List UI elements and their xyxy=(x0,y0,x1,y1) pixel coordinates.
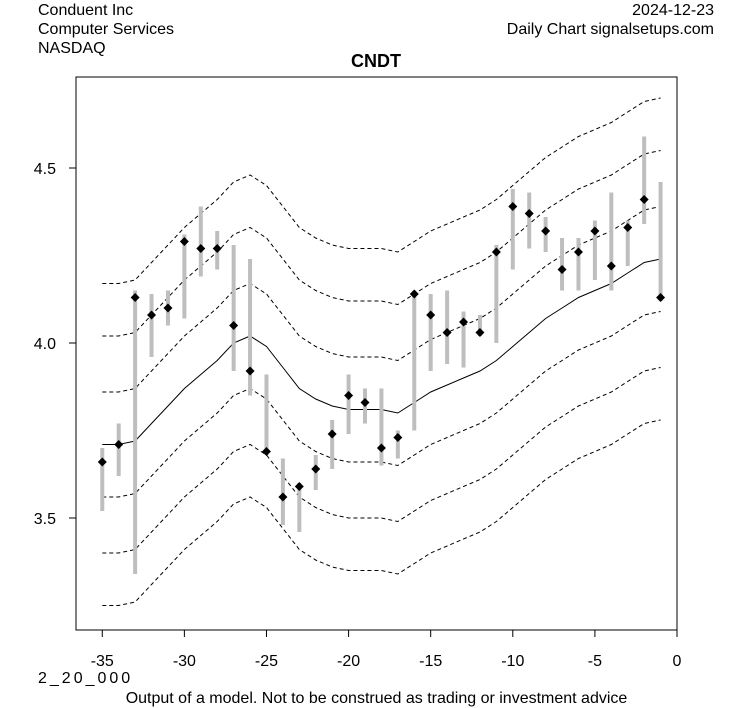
close-marker xyxy=(623,223,633,232)
close-marker xyxy=(212,244,222,253)
x-tick-label: -15 xyxy=(419,653,442,670)
x-tick-label: 0 xyxy=(673,653,682,670)
close-marker xyxy=(639,195,649,204)
chart-title: CNDT xyxy=(351,51,401,71)
band-line-5 xyxy=(102,150,661,337)
band-line-3 xyxy=(102,311,661,498)
close-marker xyxy=(541,226,551,236)
close-marker xyxy=(360,398,370,407)
close-marker xyxy=(590,226,600,236)
close-marker xyxy=(261,447,271,456)
plot-frame xyxy=(75,76,678,631)
close-marker xyxy=(97,457,107,467)
close-marker xyxy=(557,265,567,274)
chart-source: Daily Chart signalsetups.com xyxy=(506,21,714,38)
close-marker xyxy=(459,317,469,327)
disclaimer: Output of a model. Not to be construed a… xyxy=(125,690,628,707)
model-code: 2_20_000 xyxy=(38,670,134,687)
close-marker xyxy=(294,482,304,491)
band-line-4 xyxy=(102,206,661,393)
close-marker xyxy=(196,244,206,253)
close-marker xyxy=(393,433,403,442)
close-marker xyxy=(245,366,255,376)
x-tick-label: -10 xyxy=(501,653,524,670)
close-marker xyxy=(475,328,485,337)
close-marker xyxy=(508,202,518,211)
sector-label: Computer Services xyxy=(38,21,175,38)
band-line-1 xyxy=(102,419,661,606)
close-marker xyxy=(524,209,534,218)
x-tick-label: -30 xyxy=(173,653,196,670)
band-line-2 xyxy=(102,367,661,554)
close-marker xyxy=(409,289,419,299)
close-marker xyxy=(656,293,666,302)
close-markers xyxy=(97,195,666,502)
close-marker xyxy=(130,293,140,302)
x-tick-label: -20 xyxy=(337,653,360,670)
x-tick-label: -25 xyxy=(255,653,278,670)
company-name: Conduent Inc xyxy=(38,2,134,19)
close-marker xyxy=(278,492,288,502)
close-marker xyxy=(327,429,337,439)
close-marker xyxy=(442,328,452,337)
close-marker xyxy=(114,440,124,449)
close-marker xyxy=(147,310,157,320)
x-tick-label: -5 xyxy=(588,653,602,670)
close-marker xyxy=(606,261,616,271)
y-tick-label: 4.5 xyxy=(34,161,56,178)
close-marker xyxy=(376,443,386,453)
y-tick-label: 4.0 xyxy=(34,336,56,353)
close-marker xyxy=(163,303,173,313)
close-marker xyxy=(573,247,583,257)
chart-date: 2024-12-23 xyxy=(632,2,714,19)
close-marker xyxy=(344,391,354,400)
close-marker xyxy=(229,321,239,330)
price-range-bars xyxy=(100,136,663,574)
band-line-6 xyxy=(102,97,661,284)
exchange-label: NASDAQ xyxy=(38,40,106,57)
y-tick-label: 3.5 xyxy=(34,511,56,528)
close-marker xyxy=(311,464,321,474)
close-marker xyxy=(179,237,189,246)
band-lines xyxy=(102,97,661,606)
x-tick-label: -35 xyxy=(91,653,114,670)
close-marker xyxy=(491,247,501,257)
close-marker xyxy=(426,310,436,320)
axes: -35 -30 -25 -20 -15 -10 -5 0 3.5 4.0 4.5 xyxy=(34,161,682,670)
